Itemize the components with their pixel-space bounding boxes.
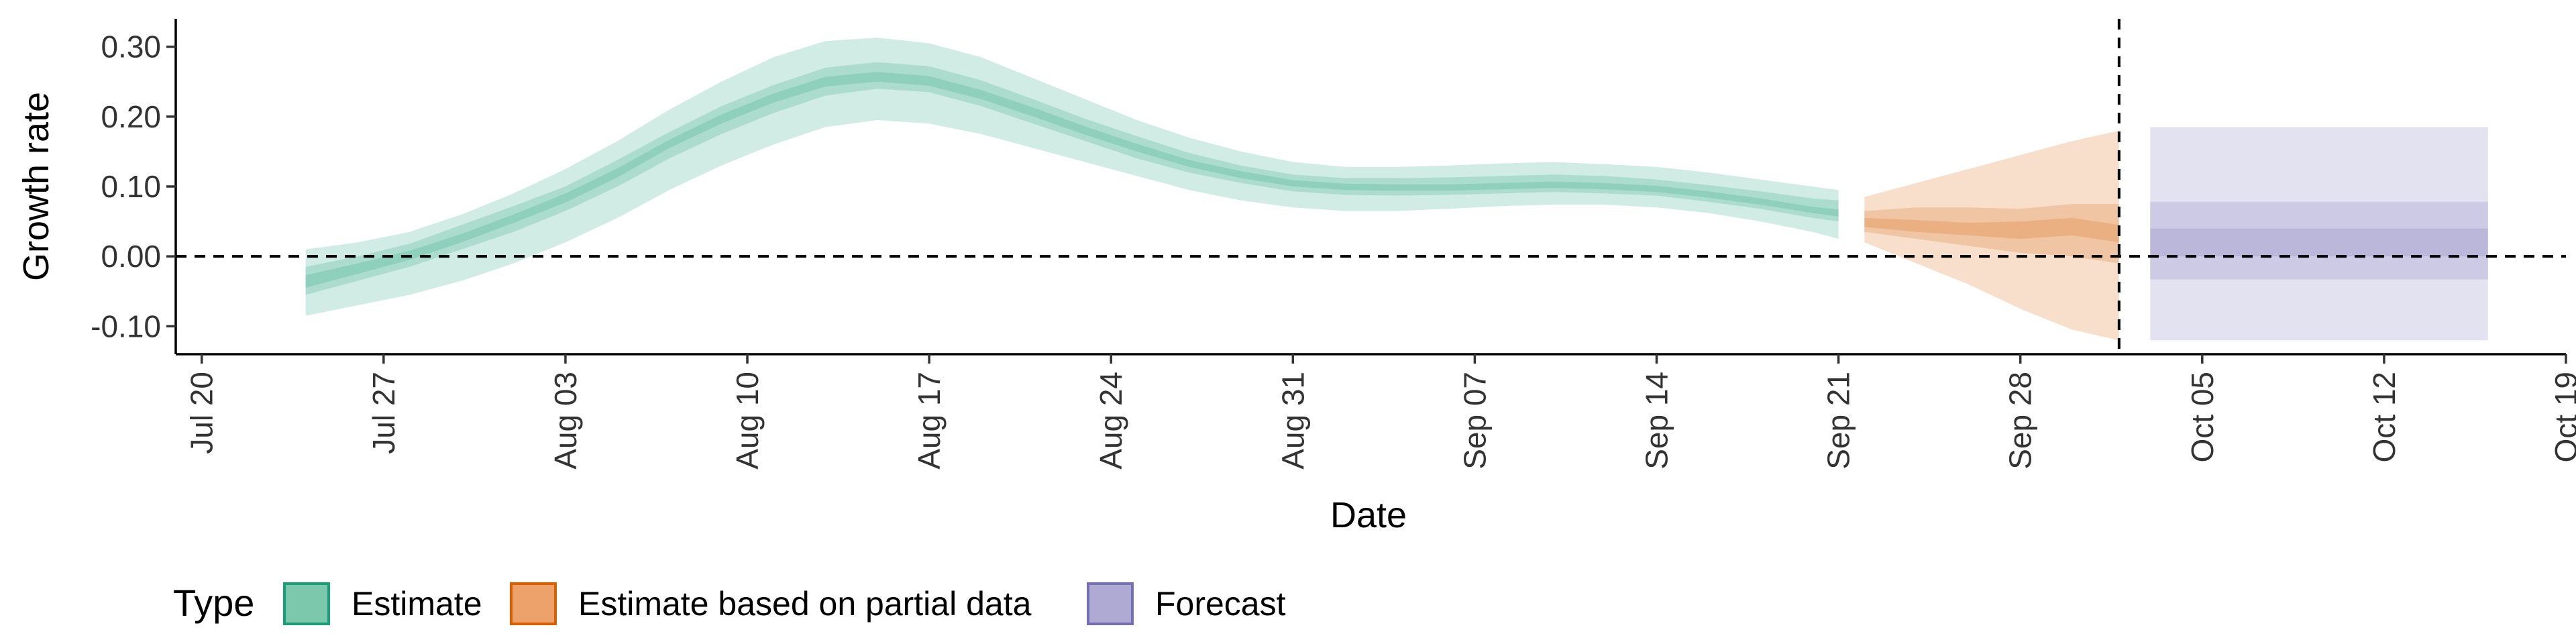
legend-item-estimate: Estimate <box>283 582 482 625</box>
y-tick-label: 0.30 <box>101 30 161 64</box>
estimate-based-on-partial-data-band-90 <box>1864 130 2119 341</box>
forecast-band-90 <box>2150 127 2488 341</box>
forecast-band-50 <box>2150 201 2488 280</box>
legend-label: Estimate based on partial data <box>578 585 1032 623</box>
x-tick-label: Oct 12 <box>2367 372 2402 463</box>
legend-item-forecast: Forecast <box>1087 582 1286 625</box>
estimate-band-90 <box>305 38 1839 316</box>
x-tick-label: Jul 27 <box>366 372 401 454</box>
y-tick-label: 0.10 <box>101 169 161 204</box>
x-tick-label: Aug 31 <box>1275 372 1310 470</box>
x-tick-label: Aug 03 <box>548 372 583 470</box>
legend-swatch <box>510 582 557 625</box>
x-tick-label: Oct 05 <box>2185 372 2220 463</box>
y-tick-label: 0.20 <box>101 99 161 134</box>
x-tick-label: Sep 21 <box>1821 372 1856 470</box>
y-tick-label: -0.10 <box>91 309 161 343</box>
series-forecast <box>2150 127 2488 341</box>
series-estimate <box>305 38 1839 316</box>
legend-item-estimate-based-on-partial-data: Estimate based on partial data <box>510 582 1032 625</box>
x-tick-label: Aug 10 <box>730 372 765 470</box>
legend-swatch <box>283 582 330 625</box>
x-tick-label: Oct 19 <box>2548 372 2576 463</box>
series-estimate-based-on-partial-data <box>1864 130 2119 341</box>
x-tick-label: Jul 20 <box>184 372 219 454</box>
y-axis-title: Growth rate <box>16 92 56 281</box>
estimate-based-on-partial-data-band-50 <box>1864 204 2119 264</box>
y-tick-label: 0.00 <box>101 239 161 274</box>
forecast-band-20 <box>2150 228 2488 257</box>
x-tick-label: Sep 07 <box>1457 372 1492 470</box>
estimate-based-on-partial-data-band-20 <box>1864 217 2119 243</box>
x-tick-label: Aug 24 <box>1093 372 1128 470</box>
x-tick-label: Aug 17 <box>912 372 947 470</box>
legend-label: Estimate <box>352 585 482 623</box>
estimate-band-20 <box>305 72 1839 288</box>
legend-title: Type <box>173 582 254 624</box>
x-tick-label: Sep 28 <box>2003 372 2038 470</box>
legend: Type Estimate Estimate based on partial da… <box>173 582 1286 625</box>
reference-lines <box>176 19 2566 354</box>
x-axis-title: Date <box>1330 495 1407 535</box>
x-tick-label: Sep 14 <box>1640 372 1674 470</box>
estimate-band-50 <box>305 62 1839 295</box>
ribbon-bands <box>305 38 2488 341</box>
legend-label: Forecast <box>1155 585 1286 623</box>
legend-swatch <box>1087 582 1134 625</box>
axes: -0.10 0.00 0.10 0.20 0.30 Jul 20 Jul 27 Aug 03 A… <box>91 19 2576 470</box>
